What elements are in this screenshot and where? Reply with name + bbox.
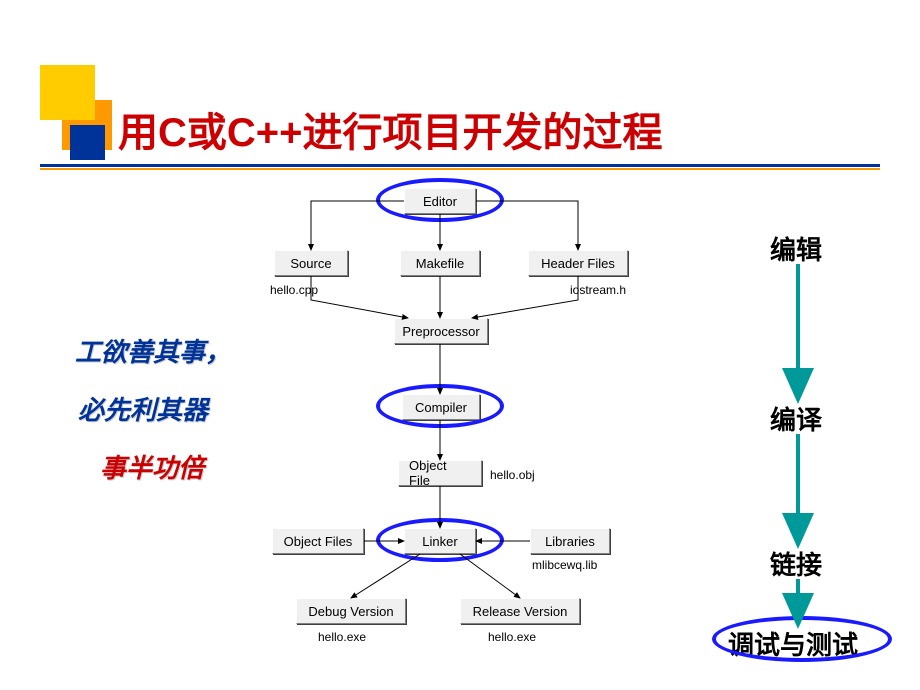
box-objfiles: Object Files: [272, 528, 364, 554]
slide-title: 用C或C++进行项目开发的过程: [118, 100, 663, 158]
box-makefile: Makefile: [400, 250, 480, 276]
stage-compile: 编译: [770, 400, 822, 437]
cap-iostream: iostream.h: [570, 283, 626, 297]
box-release: Release Version: [460, 598, 580, 624]
ring-compiler: [376, 384, 504, 428]
cap-mlib: mlibcewq.lib: [532, 558, 597, 572]
underline-2: [40, 168, 880, 170]
side-text-3: 事半功倍: [100, 448, 204, 485]
box-debug: Debug Version: [296, 598, 406, 624]
cap-helloexe1: hello.exe: [318, 630, 366, 644]
ring-editor: [376, 178, 504, 222]
side-text-2: 必先利其器: [78, 390, 208, 427]
cap-helloexe2: hello.exe: [488, 630, 536, 644]
side-text-1: 工欲善其事，: [75, 332, 231, 369]
underline-1: [40, 164, 880, 167]
box-source: Source: [274, 250, 348, 276]
cap-hellocpp: hello.cpp: [270, 283, 318, 297]
stage-edit: 编辑: [770, 230, 822, 267]
box-header: Header Files: [528, 250, 628, 276]
box-libs: Libraries: [530, 528, 610, 554]
cap-helloobj: hello.obj: [490, 468, 535, 482]
ring-stage-debug: [712, 616, 892, 662]
stage-link: 链接: [770, 545, 822, 582]
decor-square-2: [40, 65, 95, 120]
ring-linker: [376, 518, 504, 562]
box-objfile: Object File: [398, 460, 482, 486]
box-preproc: Preprocessor: [394, 318, 488, 344]
decor-square-3: [70, 125, 105, 160]
